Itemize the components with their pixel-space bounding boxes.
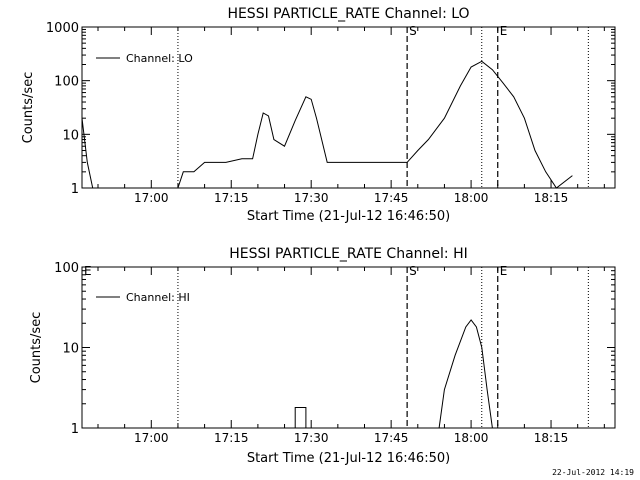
panel-1-x-tick-label: 18:15 xyxy=(534,191,569,205)
panel-2-x-tick-label: 17:00 xyxy=(134,431,169,445)
panel-1-x-tick-label: 17:30 xyxy=(294,191,329,205)
panel-1-series-line xyxy=(81,60,573,189)
panel-1-y-tick-label: 100 xyxy=(54,75,79,90)
panel-1-y-axis-label: Counts/sec xyxy=(21,72,36,144)
panel-1-y-tick-label: 10 xyxy=(62,128,79,143)
panel-1-y-tick-label: 1 xyxy=(71,182,79,197)
panel-2-series-line xyxy=(294,319,493,429)
panel-2-marker-label: E xyxy=(500,264,508,278)
panel-1-marker-label: E xyxy=(500,24,508,38)
panel-2-x-tick-label: 17:15 xyxy=(214,431,249,445)
panel-2-title: HESSI PARTICLE_RATE Channel: HI xyxy=(229,246,467,262)
panel-2-y-tick-label: 10 xyxy=(62,342,79,357)
panel-1-plot-frame xyxy=(81,26,616,189)
panel-1-x-tick-label: 17:00 xyxy=(134,191,169,205)
panel-2-marker-label: E xyxy=(84,264,92,278)
timestamp-label: 22-Jul-2012 14:19 xyxy=(552,468,634,477)
panel-2-x-tick-label: 18:15 xyxy=(534,431,569,445)
panel-2-legend-label: Channel: HI xyxy=(126,291,190,304)
panel-2-y-tick-label: 100 xyxy=(54,261,79,276)
panel-1-x-axis-label: Start Time (21-Jul-12 16:46:50) xyxy=(247,209,450,224)
panel-1-x-tick-label: 17:45 xyxy=(374,191,409,205)
panel-1-x-tick-label: 18:00 xyxy=(454,191,489,205)
panel-1-marker-label: S xyxy=(409,24,417,38)
panel-2-x-tick-label: 17:30 xyxy=(294,431,329,445)
panel-1-legend-label: Channel: LO xyxy=(126,52,193,65)
panel-1-y-tick-label: 1000 xyxy=(46,21,79,36)
panel-2-x-tick-label: 17:45 xyxy=(374,431,409,445)
panel-2-x-tick-label: 18:00 xyxy=(454,431,489,445)
panel-2-y-axis-label: Counts/sec xyxy=(29,312,44,384)
panel-1-x-tick-label: 17:15 xyxy=(214,191,249,205)
panel-1-title: HESSI PARTICLE_RATE Channel: LO xyxy=(227,6,469,22)
panel-2-x-axis-label: Start Time (21-Jul-12 16:46:50) xyxy=(247,451,450,466)
panel-2-y-tick-label: 1 xyxy=(71,422,79,437)
panel-2-marker-label: S xyxy=(409,264,417,278)
